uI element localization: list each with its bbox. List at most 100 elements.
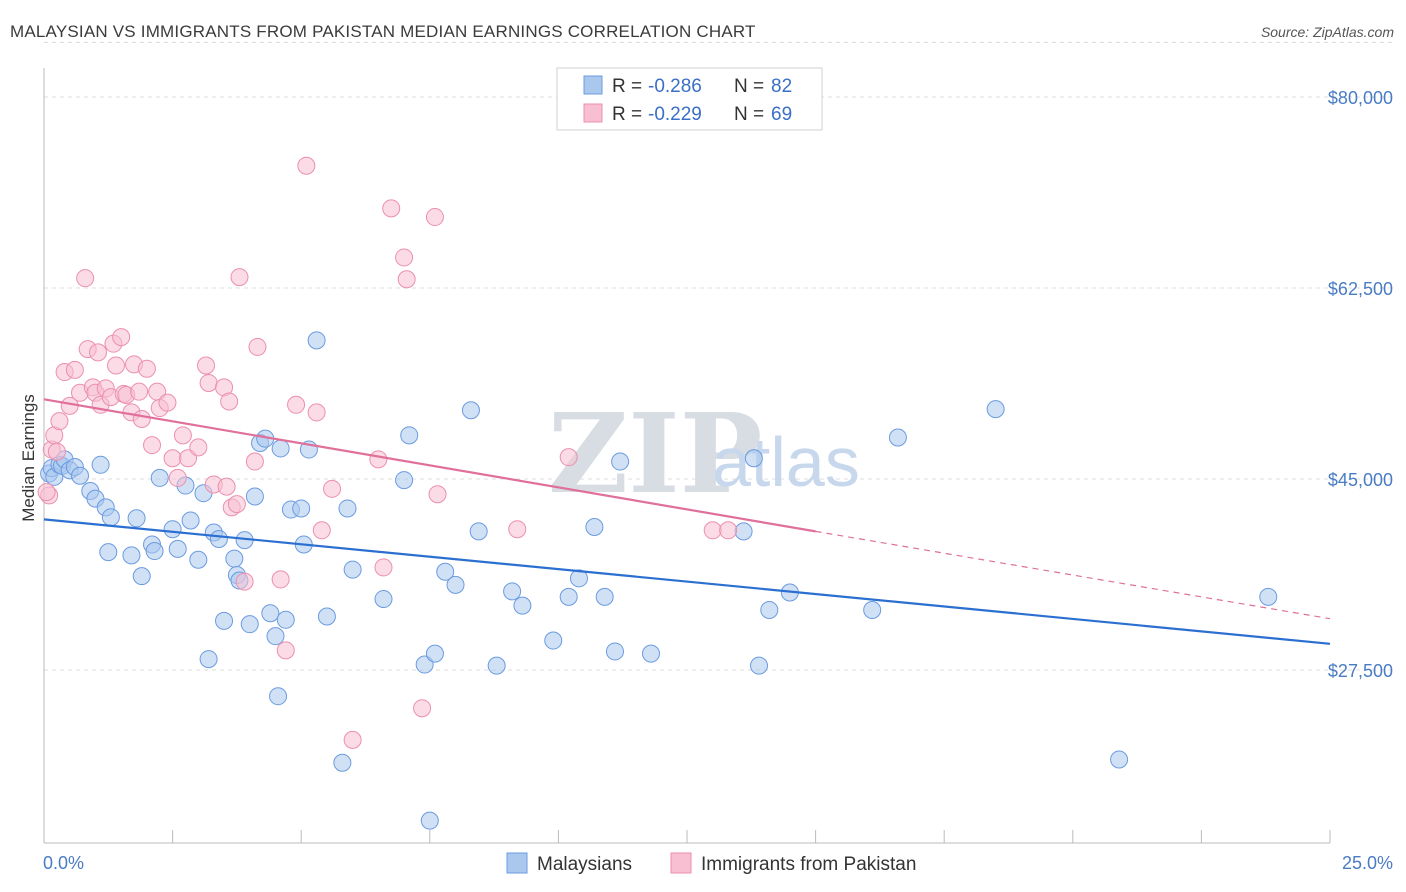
y-tick-label: $45,000 <box>1328 470 1393 490</box>
pakistan-point <box>271 570 290 589</box>
watermark-zip: ZIP <box>548 389 762 518</box>
malaysians-point <box>425 644 444 663</box>
series-legend: Malaysians Immigrants from Pakistan <box>506 852 916 875</box>
pakistan-point <box>245 452 264 471</box>
legend-n-label-1: N = <box>734 76 764 97</box>
malaysians-point <box>503 582 522 601</box>
malaysians-point <box>734 522 753 541</box>
malaysians-point <box>333 753 352 772</box>
pakistan-point <box>168 468 187 487</box>
malaysians-point <box>611 452 630 471</box>
pakistan-point <box>163 449 182 468</box>
malaysians-point <box>181 511 200 530</box>
pakistan-point <box>143 436 162 455</box>
pakistan-point <box>369 450 388 469</box>
pakistan-point <box>112 328 131 347</box>
y-tick-label: $80,000 <box>1328 88 1393 108</box>
malaysians-point <box>513 596 532 615</box>
pakistan-point <box>137 359 156 378</box>
malaysians-point <box>420 811 439 830</box>
stats-legend: R = -0.286 N = 82 R = -0.229 N = 69 <box>556 67 823 131</box>
pakistan-point <box>130 382 149 401</box>
malaysians-point <box>199 650 218 669</box>
series-pakistan-points <box>37 156 738 749</box>
malaysians-point <box>544 631 563 650</box>
pakistan-point <box>297 156 316 175</box>
malaysians-point <box>266 627 285 646</box>
malaysians-point <box>292 499 311 518</box>
malaysians-point <box>400 426 419 445</box>
pakistan-point <box>132 409 151 428</box>
pakistan-point <box>397 270 416 289</box>
malaysians-point <box>215 611 234 630</box>
malaysians-point <box>446 575 465 594</box>
malaysians-point <box>276 610 295 629</box>
malaysians-point <box>986 400 1005 419</box>
malaysians-point <box>245 487 264 506</box>
malaysians-point <box>461 401 480 420</box>
pakistan-point <box>76 269 95 288</box>
malaysians-point <box>395 471 414 490</box>
legend-n-label-2: N = <box>734 104 764 125</box>
legend-r-value-2: -0.229 <box>648 104 702 125</box>
pakistan-point <box>220 392 239 411</box>
pakistan-trend-line <box>43 398 816 533</box>
legend-r-label-2: R = <box>612 104 642 125</box>
pakistan-point <box>382 199 401 218</box>
malaysians-point <box>1110 750 1129 769</box>
malaysians-point <box>163 520 182 539</box>
malaysians-point <box>585 518 604 537</box>
legend-swatch-blue <box>583 75 603 95</box>
pakistan-point <box>217 477 236 496</box>
malaysians-point <box>338 499 357 518</box>
malaysians-point <box>168 539 187 558</box>
malaysians-point <box>132 567 151 586</box>
chart-title: MALAYSIAN VS IMMIGRANTS FROM PAKISTAN ME… <box>10 22 756 41</box>
malaysians-point <box>559 587 578 606</box>
malaysians-point <box>145 542 164 561</box>
pakistan-point <box>197 356 216 375</box>
pakistan-point <box>312 521 331 540</box>
legend-n-value-2: 69 <box>771 104 792 125</box>
malaysians-point <box>240 615 259 634</box>
malaysians-point <box>71 466 90 485</box>
series-legend-label-malaysians: Malaysians <box>537 854 632 875</box>
malaysians-point <box>317 607 336 626</box>
pakistan-point <box>235 572 254 591</box>
pakistan-point <box>719 521 738 540</box>
malaysians-point <box>122 546 141 565</box>
pakistan-trend-extension <box>815 530 1331 620</box>
pakistan-point <box>428 485 447 504</box>
malaysians-point <box>127 509 146 528</box>
trend-lines <box>43 398 1331 645</box>
malaysians-point <box>209 530 228 549</box>
pakistan-point <box>227 495 246 514</box>
pakistan-point <box>323 479 342 498</box>
malaysians-point <box>760 600 779 619</box>
legend-r-value-1: -0.286 <box>648 76 702 97</box>
malaysians-point <box>269 687 288 706</box>
x-ticks <box>172 830 1331 843</box>
pakistan-point <box>173 426 192 445</box>
malaysians-point <box>1259 587 1278 606</box>
y-tick-labels: $27,500 $45,000 $62,500 $80,000 <box>1328 88 1393 681</box>
series-legend-label-pakistan: Immigrants from Pakistan <box>701 854 916 875</box>
pakistan-point <box>89 343 108 362</box>
malaysians-point <box>343 560 362 579</box>
pakistan-point <box>559 448 578 467</box>
malaysians-trend-line <box>43 518 1331 645</box>
pakistan-point <box>199 373 218 392</box>
legend-r-label-1: R = <box>612 76 642 97</box>
pakistan-point <box>276 641 295 660</box>
malaysians-point <box>469 522 488 541</box>
pakistan-point <box>248 337 267 356</box>
pakistan-point <box>343 730 362 749</box>
pakistan-point <box>158 393 177 412</box>
pakistan-point <box>230 268 249 287</box>
malaysians-point <box>888 428 907 447</box>
pakistan-point <box>703 521 722 540</box>
pakistan-point <box>50 412 69 431</box>
malaysians-point <box>271 439 290 458</box>
y-tick-label: $62,500 <box>1328 279 1393 299</box>
